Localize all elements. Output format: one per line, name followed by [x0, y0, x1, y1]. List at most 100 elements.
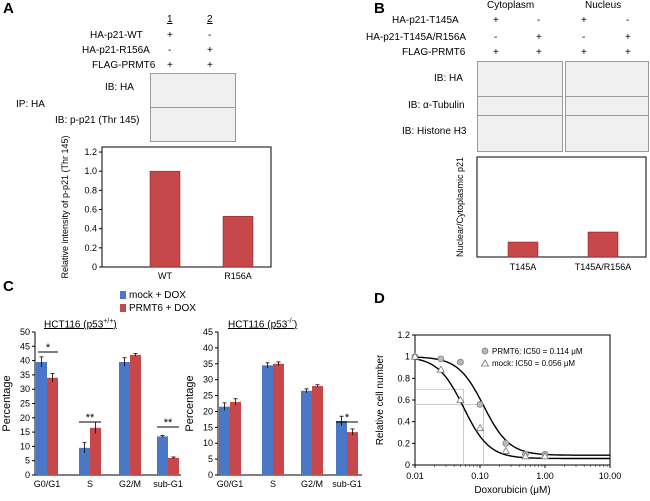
significance-mark-c-right: *	[345, 412, 350, 424]
x-tick-label-d: 0.01	[406, 471, 424, 481]
y-tick-label-a: 0.4	[84, 224, 97, 234]
plot-frame-b	[476, 156, 647, 258]
bar-c-right-prmt6-2	[312, 386, 323, 475]
y-tick-label-c-right: 30	[203, 375, 213, 385]
legend-marker-prmt6	[481, 347, 489, 355]
y-tick-label-c-left: 10	[20, 441, 30, 451]
legend-swatch-blue	[120, 291, 126, 299]
bar-a-wt	[149, 170, 181, 268]
sign: +	[536, 32, 542, 43]
y-tick-label-c-right: 15	[203, 422, 213, 432]
blot-ha-nuc	[565, 61, 649, 97]
panel-d-label: D	[374, 290, 385, 307]
lane-number-2: 2	[207, 14, 213, 25]
lane-number-1: 1	[167, 14, 173, 25]
y-tick-label-a: 1.0	[84, 166, 97, 176]
fit-curve-mock	[414, 358, 610, 460]
bar-a-r156a	[222, 215, 254, 268]
x-tick-label-c-right: S	[270, 479, 276, 489]
y-tick-label-a: 0.2	[84, 243, 97, 253]
panel-c-label: C	[3, 278, 14, 295]
bar-c-right-mock-3	[336, 420, 347, 475]
x-tick-label-c-right: G2/M	[301, 479, 323, 489]
blot-ib-p-p21	[150, 107, 236, 142]
x-tick-label-b: T145A/R156A	[575, 262, 632, 272]
sign: +	[493, 47, 499, 58]
bar-c-right-mock-0	[219, 406, 230, 475]
y-tick-label-d: 0	[405, 460, 410, 470]
sign: -	[537, 15, 541, 26]
data-point-mock	[501, 446, 511, 454]
bar-c-left-mock-3	[157, 436, 168, 475]
ip-label: IP: HA	[16, 99, 45, 110]
legend-label-d-prmt6: PRMT6: IC50 = 0.114 μM	[492, 347, 583, 356]
y-tick-label-d: 0.6	[397, 395, 410, 405]
data-point-prmt6	[437, 355, 445, 363]
sign: +	[207, 60, 213, 71]
bar-c-left-mock-2	[119, 362, 130, 475]
blot-ib-ha-a	[150, 73, 236, 108]
data-point-mock	[475, 423, 485, 432]
y-tick-label-d: 1.2	[397, 330, 410, 340]
blot-histone-cyto	[477, 115, 563, 152]
title-sup: +/+	[103, 318, 114, 325]
data-point-mock	[540, 452, 550, 460]
row-name-flag-prmt6: FLAG-PRMT6	[92, 60, 156, 71]
sign: +	[167, 30, 173, 41]
x-tick-label-a: WT	[158, 271, 172, 281]
legend-label-prmt6: PRMT6 + DOX	[129, 303, 196, 314]
x-tick-label-d: 0.10	[471, 471, 489, 481]
y-tick-label-c-left: 50	[20, 327, 30, 337]
y-tick-label-d: 0.2	[397, 438, 410, 448]
sign: +	[625, 47, 631, 58]
y-axis-label-d: Relative cell number	[375, 354, 386, 445]
legend-marker-mock	[480, 359, 490, 367]
y-axis-label-c-right: Percentage	[184, 375, 196, 431]
chart-title-c-right: HCT116 (p53-/-)	[228, 318, 297, 330]
bar-c-left-prmt6-1	[90, 427, 101, 475]
title-text: HCT116 (p53	[228, 319, 288, 331]
y-tick-label-c-left: 0	[25, 470, 30, 480]
sign: -	[626, 15, 630, 26]
bar-c-left-prmt6-0	[47, 377, 58, 475]
bar-c-left-prmt6-3	[168, 457, 179, 475]
bar-c-right-prmt6-1	[273, 363, 284, 475]
row-name-ha-p21-t145a-r156a: HA-p21-T145A/R156A	[366, 32, 467, 43]
y-tick-label-c-right: 45	[203, 327, 213, 337]
sign: +	[581, 47, 587, 58]
y-tick-label-c-left: 25	[20, 399, 30, 409]
row-name-ha-p21-t145a: HA-p21-T145A	[392, 15, 459, 26]
y-tick-label-c-left: 35	[20, 370, 30, 380]
bar-b-1	[587, 231, 619, 258]
title-sup: -/-	[287, 318, 294, 325]
y-tick-label-c-right: 10	[203, 438, 213, 448]
legend-label-d-mock: mock: IC50 = 0.056 μM	[492, 359, 575, 368]
row-name-flag-prmt6-b: FLAG-PRMT6	[402, 47, 466, 58]
significance-mark-c-left: *	[46, 342, 51, 354]
data-point-mock	[521, 452, 530, 460]
ib-label-p-p21: IB: p-p21 (Thr 145)	[55, 115, 140, 126]
title-end: )	[113, 319, 117, 331]
x-axis-label-d: Doxorubicin (μM)	[474, 485, 550, 496]
y-tick-label-d: 1	[405, 352, 410, 362]
x-tick-label-c-left: G0/G1	[34, 479, 61, 489]
data-point-mock	[456, 395, 465, 403]
y-tick-label-c-left: 45	[20, 341, 30, 351]
bar-c-right-mock-2	[301, 390, 312, 475]
ib-label-ha-a: IB: HA	[105, 82, 134, 93]
legend-label-mock: mock + DOX	[129, 290, 186, 301]
y-tick-label-c-right: 40	[203, 343, 213, 353]
plot-frame-a	[101, 146, 272, 268]
sign: +	[167, 60, 173, 71]
row-name-ha-p21-wt: HA-p21-WT	[90, 30, 143, 41]
y-tick-label-a: 0.6	[84, 205, 97, 215]
group-cytoplasm: Cytoplasm	[487, 0, 535, 11]
y-axis-label-a: Relative intensity of p-p21 (Thr 145)	[60, 135, 70, 278]
x-tick-label-c-left: G2/M	[119, 479, 141, 489]
y-tick-label-c-left: 40	[20, 356, 30, 366]
x-tick-label-d: 1.00	[536, 471, 554, 481]
bar-c-right-prmt6-3	[347, 432, 358, 475]
y-axis-label-c-left: Percentage	[1, 375, 13, 431]
bar-c-right-prmt6-0	[230, 401, 241, 475]
